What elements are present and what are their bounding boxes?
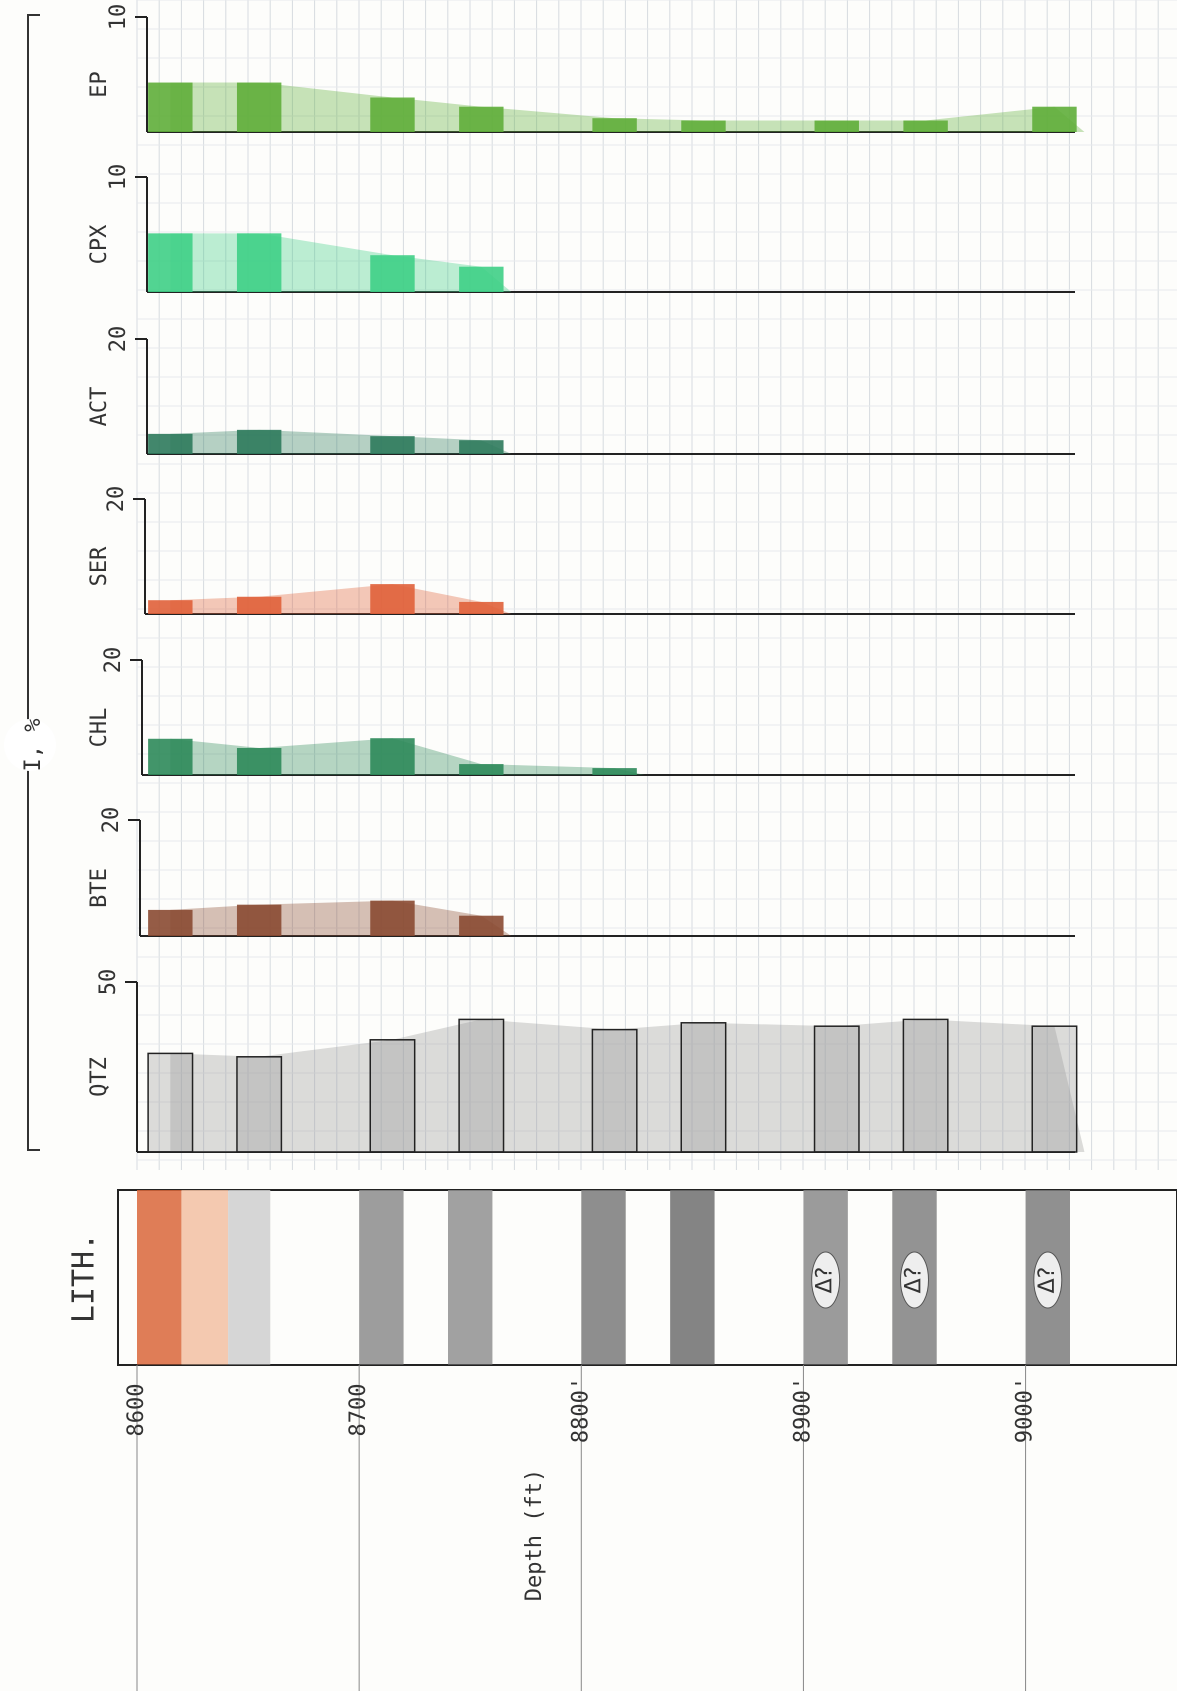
lith-interval bbox=[581, 1190, 626, 1365]
panel-title: ACT bbox=[87, 387, 112, 427]
bar bbox=[370, 738, 415, 775]
y-tick-label: 10 bbox=[106, 164, 131, 191]
panel-title: SER bbox=[87, 546, 112, 586]
bar bbox=[370, 255, 415, 292]
bar bbox=[370, 900, 415, 936]
lith-marker-bg bbox=[811, 1251, 841, 1309]
x-tick-label: 8800' bbox=[568, 1377, 593, 1443]
x-tick-label: 8700 bbox=[346, 1384, 371, 1437]
bar bbox=[459, 440, 504, 454]
bar bbox=[236, 429, 282, 454]
y-tick-label: 20 bbox=[101, 647, 126, 674]
bar bbox=[902, 1018, 949, 1153]
y-tick-label: 10 bbox=[106, 4, 131, 31]
y-tick-label: 20 bbox=[106, 326, 131, 353]
bar bbox=[370, 436, 415, 454]
lith-interval bbox=[228, 1190, 271, 1365]
bar bbox=[814, 120, 859, 132]
bar bbox=[148, 82, 193, 132]
panel-title: BTE bbox=[87, 868, 112, 908]
bar bbox=[370, 584, 415, 614]
y-tick-label: 20 bbox=[99, 807, 124, 834]
bar bbox=[236, 1056, 283, 1153]
bar bbox=[147, 1052, 194, 1153]
bar bbox=[148, 233, 193, 292]
bar bbox=[236, 904, 282, 936]
lith-interval bbox=[359, 1190, 404, 1365]
bar bbox=[680, 1022, 727, 1153]
bar bbox=[148, 909, 193, 936]
lith-interval bbox=[137, 1190, 182, 1365]
panel-title: QTZ bbox=[87, 1057, 112, 1097]
bar bbox=[370, 97, 415, 132]
bar bbox=[459, 106, 504, 132]
bar bbox=[148, 433, 193, 454]
bar bbox=[236, 596, 282, 614]
x-tick-label: 9000' bbox=[1013, 1377, 1038, 1443]
panel-title: CPX bbox=[87, 224, 112, 264]
bar bbox=[459, 266, 504, 292]
lith-marker-bg bbox=[900, 1251, 929, 1309]
y-tick-label: 20 bbox=[104, 486, 129, 513]
bracket-label: I, % bbox=[21, 719, 46, 772]
x-axis-title: Depth (ft) bbox=[522, 1469, 547, 1601]
lith-interval bbox=[448, 1190, 493, 1365]
lith-interval bbox=[670, 1190, 715, 1365]
lith-marker: Δ? bbox=[1035, 1267, 1060, 1294]
bracket bbox=[27, 14, 40, 1151]
x-tick-label: 8600 bbox=[124, 1384, 149, 1437]
bar bbox=[591, 1028, 638, 1153]
bar bbox=[459, 601, 504, 614]
area bbox=[170, 1019, 1085, 1152]
bar bbox=[592, 118, 637, 132]
bracket-gap bbox=[4, 719, 56, 771]
bar bbox=[148, 600, 193, 614]
bar bbox=[236, 233, 282, 292]
bar bbox=[369, 1039, 416, 1153]
bar bbox=[1032, 106, 1077, 132]
bar bbox=[903, 120, 948, 132]
bar bbox=[458, 1018, 505, 1153]
bar bbox=[681, 120, 726, 132]
panel-title: LITH. bbox=[67, 1233, 102, 1323]
bar bbox=[236, 82, 282, 132]
lith-marker: Δ? bbox=[902, 1267, 927, 1294]
bar bbox=[1031, 1025, 1078, 1153]
panel-title: CHL bbox=[87, 708, 112, 748]
lith-interval bbox=[181, 1190, 229, 1365]
paper-grid bbox=[136, 0, 1177, 1170]
bar bbox=[236, 747, 282, 775]
lith-marker-bg bbox=[1033, 1251, 1063, 1309]
bar bbox=[592, 768, 637, 775]
bar bbox=[148, 738, 193, 775]
panel-title: EP bbox=[87, 71, 112, 98]
x-tick-label: 8900' bbox=[790, 1377, 815, 1443]
bar bbox=[813, 1025, 860, 1153]
y-tick-label: 50 bbox=[96, 969, 121, 996]
bar bbox=[459, 764, 504, 775]
bar bbox=[459, 915, 504, 936]
lith-marker: Δ? bbox=[813, 1267, 838, 1294]
